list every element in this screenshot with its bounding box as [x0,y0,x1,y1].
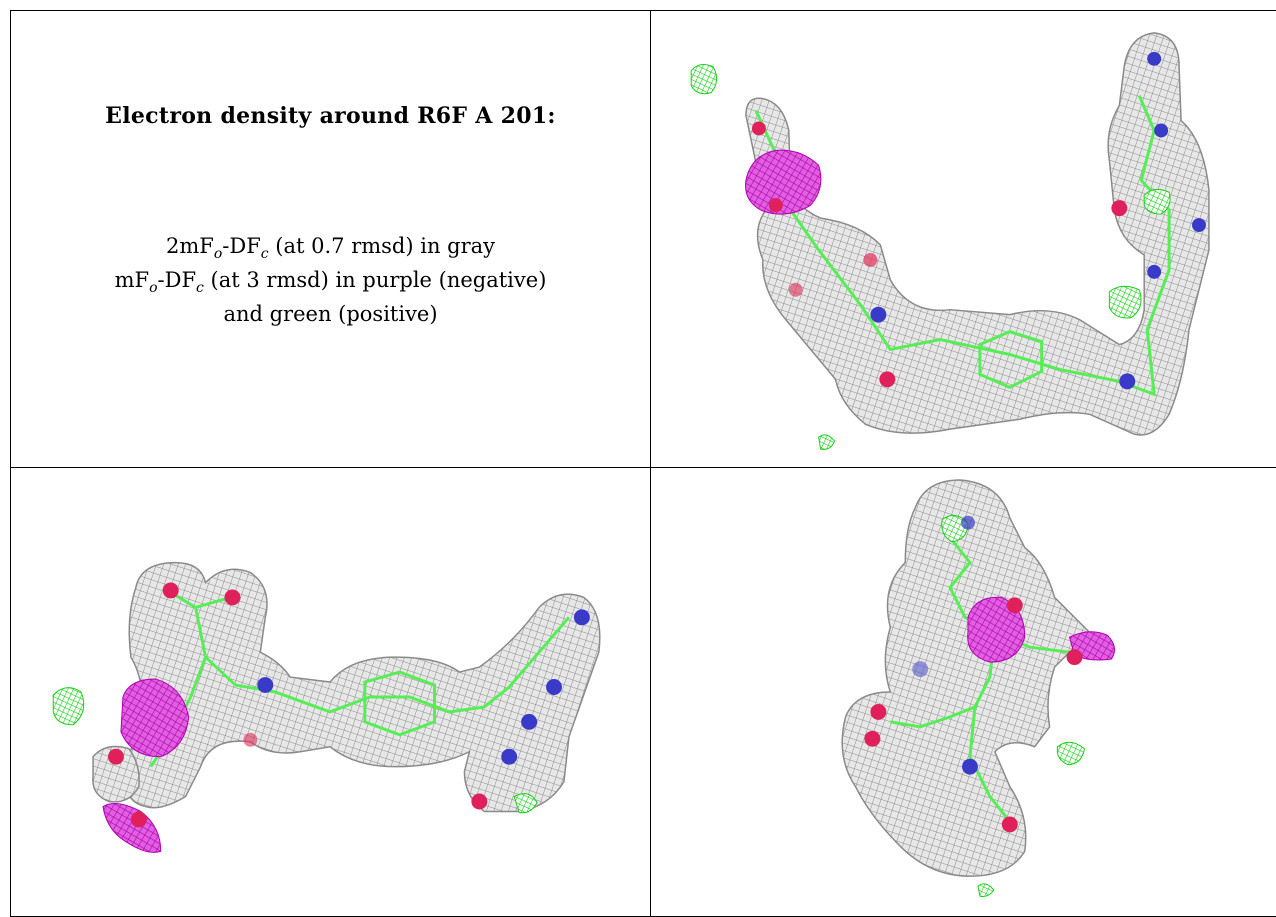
bond-skeleton [890,536,1070,823]
oxygen-atom [1111,200,1128,217]
view-bottom-right [650,467,1276,917]
oxygen-atom [1066,649,1083,666]
oxygen-atom [788,282,803,297]
nitrogen-atom [1192,218,1206,233]
positive-density-blob [977,883,995,897]
nitrogen-atom [961,515,975,530]
positive-density-blob [818,434,836,450]
ring [978,330,1044,389]
oxygen-atom [864,730,881,747]
positive-density-blob [1108,285,1142,319]
oxygen-atom [107,748,124,765]
description-line-3: and green (positive) [223,302,438,326]
negative-density [745,149,822,215]
positive-density-blob [1143,188,1171,215]
nitrogen-atom [1119,373,1136,390]
negative-density [967,596,1026,663]
description-line-2: mFo-DFc (at 3 rmsd) in purple (negative) [114,268,547,297]
density-mesh [124,561,601,813]
oxygen-atom [130,811,147,828]
density-mesh [841,479,1091,877]
oxygen-atom [870,703,887,720]
nitrogen-atom [962,758,978,775]
legend-panel: Electron density around R6F A 201: 2mFo-… [10,10,651,468]
nitrogen-atom [870,306,887,323]
nitrogen-atom [1154,123,1169,138]
oxygen-atom [863,252,878,267]
oxygen-atom [1006,597,1023,614]
nitrogen-atom [501,748,518,765]
density-map-image [52,561,601,853]
positive-density-blob [52,687,85,726]
oxygen-atom [751,121,766,136]
density-mesh [745,32,1210,436]
oxygen-atom [162,582,179,599]
nitrogen-atom [573,609,590,626]
oxygen-atom [879,371,896,388]
positive-density-blob [690,64,718,95]
view-bottom-left [10,467,651,917]
oxygen-atom [224,589,241,606]
ring [363,670,437,737]
oxygen-atom [768,198,783,213]
nitrogen-atom [1147,264,1162,279]
density-map-image [690,32,1210,450]
nitrogen-atom [521,713,538,730]
nitrogen-atom [257,677,274,693]
view-top-right [650,10,1276,468]
density-mesh [92,745,140,803]
nitrogen-atom [912,661,929,678]
panel-heading: Electron density around R6F A 201: [105,103,556,129]
negative-density [102,802,162,853]
oxygen-atom [1001,816,1018,833]
oxygen-atom [243,732,258,747]
positive-density-blob [1056,741,1086,766]
nitrogen-atom [1147,51,1162,66]
positive-density-blob [513,793,538,814]
description-line-1: 2mFo-DFc (at 0.7 rmsd) in gray [165,234,496,263]
nitrogen-atom [546,679,562,695]
panel-description: 2mFo-DFc (at 0.7 rmsd) in gray mFo-DFc (… [11,229,650,331]
negative-density [120,678,190,758]
density-map-image [841,479,1116,897]
oxygen-atom [471,793,488,810]
